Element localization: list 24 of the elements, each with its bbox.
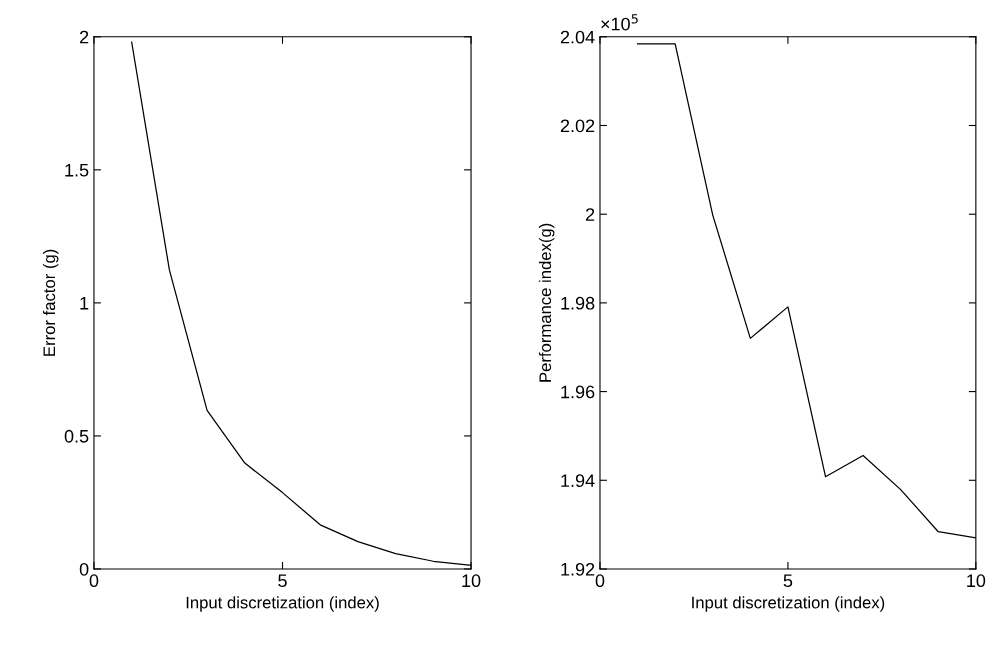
x-tick-label: 10: [967, 574, 986, 588]
x-tick-label: 5: [783, 574, 793, 588]
line-series: [131, 41, 472, 566]
x-tick-label: 0: [595, 574, 605, 588]
y-tick-label: 2: [79, 30, 89, 44]
y-tick-label: 0: [79, 562, 89, 576]
x-axis-title: Input discretization (index): [186, 596, 379, 612]
x-tick-label: 0: [89, 574, 99, 588]
x-tick-label: 10: [462, 574, 481, 588]
y-tick-label: 2.04: [560, 30, 595, 44]
y-tick-label: 1.5: [65, 163, 89, 177]
x-axis-title: Input discretization (index): [692, 596, 885, 612]
x-tick-label: 5: [278, 574, 287, 588]
y-tick-label: 1.96: [561, 385, 595, 399]
y-tick-label: 1.92: [561, 562, 595, 576]
text: ×10$^{5}$: [601, 14, 638, 31]
y-tick-label: 2: [585, 208, 595, 221]
y-axis-title: Performance index(g): [538, 223, 555, 382]
y-tick-label: 1: [80, 297, 89, 310]
y-tick-label: 0.5: [64, 429, 89, 443]
y-axis-title: Error factor (g): [42, 249, 59, 356]
y-tick-label: 1.94: [561, 474, 595, 487]
y-tick-label: 1.98: [561, 296, 595, 310]
y-tick-label: 2.02: [560, 119, 595, 133]
